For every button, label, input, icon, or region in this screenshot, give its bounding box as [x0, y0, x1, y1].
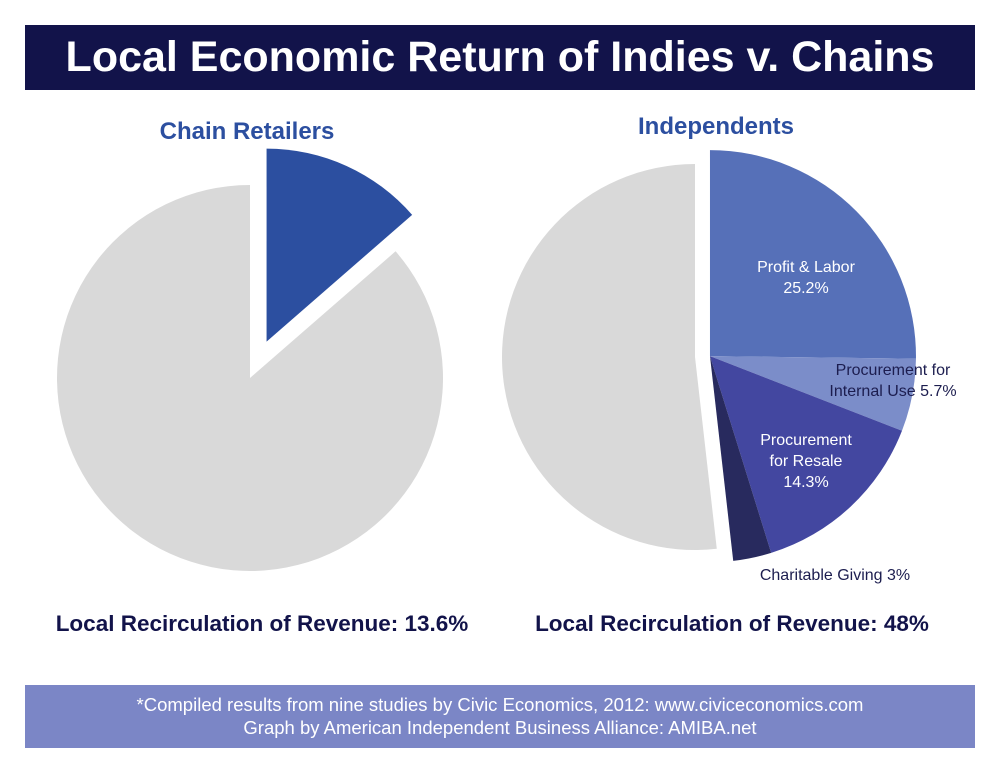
slice-category: Charitable Giving	[759, 567, 883, 584]
pie-title: Chain Retailers	[159, 118, 335, 145]
pie-slice	[709, 356, 902, 553]
slice-category: Profit & Labor	[757, 259, 855, 276]
slice-value: 25.2%	[783, 280, 829, 297]
pie-slice	[57, 185, 443, 571]
pie-summary: Local Recirculation of Revenue: 13.6%	[55, 611, 469, 636]
slice-label: Profit & Labor 25.2%	[736, 257, 876, 299]
slice-category: Procurement for Resale	[760, 432, 852, 470]
footer-line: *Compiled results from nine studies by C…	[136, 694, 864, 715]
pie-title: Independents	[637, 113, 795, 140]
slice-value: 14.3%	[783, 474, 829, 491]
slice-label: Procurement for Internal Use 5.7%	[818, 360, 968, 402]
slice-label: Charitable Giving 3%	[735, 565, 935, 586]
pie-summary: Local Recirculation of Revenue: 48%	[535, 611, 929, 636]
footer: *Compiled results from nine studies by C…	[25, 685, 975, 748]
slice-value: 3%	[887, 567, 911, 584]
slice-label: Procurement for Resale 14.3%	[750, 430, 862, 493]
pie-slice	[709, 150, 916, 359]
footer-line: Graph by American Independent Business A…	[243, 717, 757, 738]
pie-slice	[501, 164, 717, 550]
page-title: Local Economic Return of Indies v. Chain…	[25, 25, 975, 90]
slice-category: Procurement for Internal Use	[829, 362, 951, 400]
pie-slice	[709, 356, 916, 431]
pie-slice	[709, 356, 772, 561]
slice-value: 5.7%	[920, 383, 957, 400]
pie-slice	[266, 148, 413, 342]
